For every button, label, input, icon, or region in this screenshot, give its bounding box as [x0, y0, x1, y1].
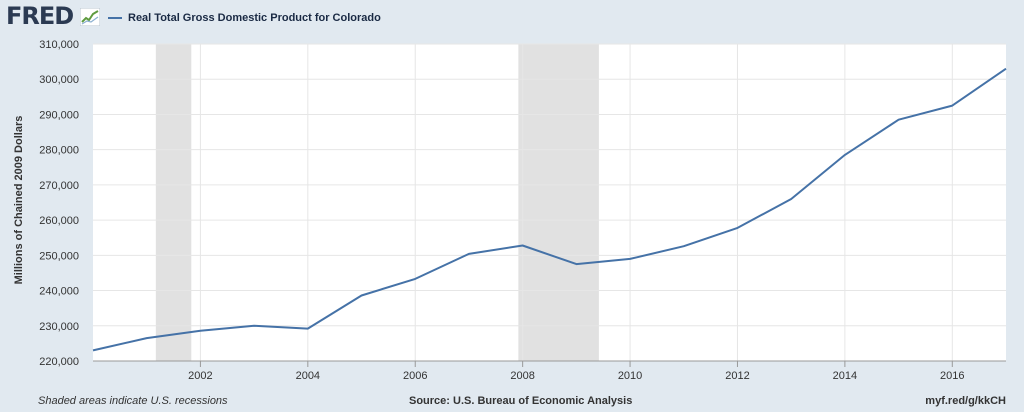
x-tick-label: 2004	[296, 370, 320, 382]
source-note: Source: U.S. Bureau of Economic Analysis	[409, 395, 633, 407]
data-point	[252, 323, 257, 328]
x-tick-label: 2008	[510, 370, 534, 382]
x-tick-label: 2002	[188, 370, 212, 382]
data-point	[359, 293, 364, 298]
series-line[interactable]	[92, 67, 1007, 352]
data-point	[628, 256, 633, 261]
y-tick-label: 310,000	[39, 39, 79, 51]
legend-label: Real Total Gross Domestic Product for Co…	[128, 12, 381, 24]
data-point	[574, 262, 579, 267]
y-axis-ticks: 220,000 230,000 240,000 250,000 260,000 270,0…	[39, 39, 79, 368]
data-point	[789, 196, 794, 201]
data-point	[144, 336, 149, 341]
x-tick-label: 2010	[618, 370, 642, 382]
x-axis-ticks: 2002 2004 2006 2008 2010 2012 2014 2016	[93, 360, 1006, 382]
recession-band	[155, 44, 192, 361]
data-point	[842, 152, 847, 157]
y-tick-label: 230,000	[39, 321, 79, 333]
y-tick-label: 290,000	[39, 109, 79, 121]
y-tick-label: 220,000	[39, 356, 79, 368]
y-tick-label: 260,000	[39, 215, 79, 227]
data-point	[735, 225, 740, 230]
x-tick-label: 2012	[725, 370, 749, 382]
x-tick-label: 2016	[940, 370, 964, 382]
x-tick-label: 2006	[403, 370, 427, 382]
recession-bands	[155, 44, 599, 361]
data-point	[91, 348, 96, 353]
data-point	[520, 243, 525, 248]
data-point	[896, 117, 901, 122]
data-point	[1004, 66, 1009, 71]
chart-legend[interactable]: Real Total Gross Domestic Product for Co…	[108, 10, 381, 26]
recession-band	[518, 44, 599, 361]
short-link[interactable]: myf.red/g/kkCH	[925, 395, 1006, 407]
y-tick-label: 280,000	[39, 145, 79, 157]
data-point	[950, 103, 955, 108]
recession-note: Shaded areas indicate U.S. recessions	[38, 395, 228, 407]
y-tick-label: 270,000	[39, 180, 79, 192]
y-axis-label: Millions of Chained 2009 Dollars	[13, 116, 25, 285]
data-point	[198, 328, 203, 333]
data-series[interactable]	[91, 66, 1009, 353]
data-point	[466, 251, 471, 256]
y-tick-label: 240,000	[39, 286, 79, 298]
legend-swatch	[108, 17, 122, 19]
y-tick-label: 250,000	[39, 250, 79, 262]
fred-logo[interactable]: FRED	[6, 2, 74, 30]
chart-header: FRED Real Total Gross Domestic Product f…	[0, 0, 1024, 36]
data-point	[305, 326, 310, 331]
data-point	[681, 244, 686, 249]
y-tick-label: 300,000	[39, 74, 79, 86]
fred-trend-icon	[80, 8, 100, 26]
data-point	[413, 276, 418, 281]
x-tick-label: 2014	[833, 370, 857, 382]
